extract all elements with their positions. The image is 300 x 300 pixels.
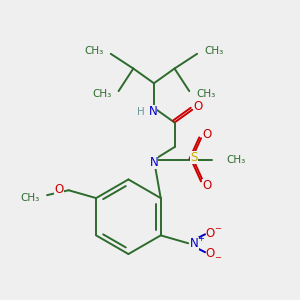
- Text: N: N: [190, 237, 199, 250]
- Text: O: O: [194, 100, 203, 113]
- Text: S: S: [190, 152, 198, 164]
- Text: +: +: [197, 234, 204, 243]
- Text: −: −: [214, 224, 221, 233]
- Text: O: O: [202, 179, 212, 192]
- Text: CH₃: CH₃: [85, 46, 104, 56]
- Text: −: −: [214, 254, 221, 262]
- Text: N: N: [148, 105, 157, 118]
- Text: CH₃: CH₃: [92, 89, 112, 99]
- Text: O: O: [55, 183, 64, 196]
- Text: N: N: [150, 156, 158, 169]
- Text: CH₃: CH₃: [196, 89, 215, 99]
- Text: H: H: [137, 107, 145, 117]
- Text: CH₃: CH₃: [226, 155, 246, 165]
- Text: O: O: [206, 247, 215, 260]
- Text: O: O: [206, 227, 215, 240]
- Text: CH₃: CH₃: [204, 46, 223, 56]
- Text: O: O: [202, 128, 212, 141]
- Text: CH₃: CH₃: [20, 193, 39, 203]
